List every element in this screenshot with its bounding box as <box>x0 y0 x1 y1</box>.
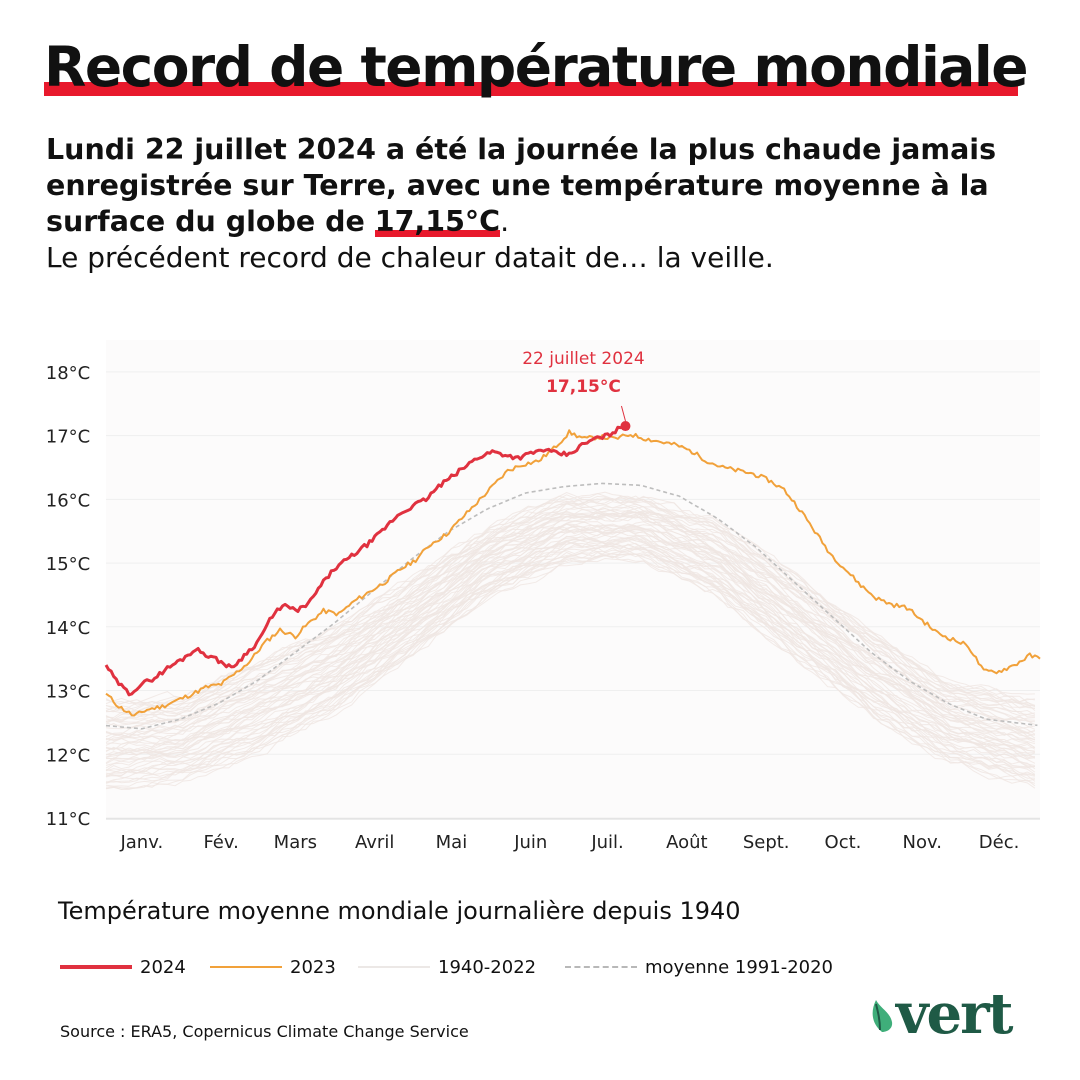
legend-swatch-2024 <box>60 965 132 969</box>
historical-series-line <box>105 501 1035 716</box>
historical-series-line <box>105 510 1035 720</box>
y-tick-label: 16°C <box>46 490 90 511</box>
historical-series-line <box>105 542 1036 776</box>
y-tick-label: 18°C <box>46 363 90 384</box>
intro-bold-text: Lundi 22 juillet 2024 a été la journée l… <box>46 133 997 238</box>
historical-series-line <box>105 552 1036 784</box>
legend-label-historical: 1940-2022 <box>438 956 537 978</box>
y-tick-label: 11°C <box>46 809 90 830</box>
legend-swatch-2023 <box>210 966 282 968</box>
x-tick-label: Déc. <box>979 832 1020 853</box>
historical-series-line <box>105 495 1035 706</box>
legend-item-mean: moyenne 1991-2020 <box>565 952 833 982</box>
temperature-chart: 11°C 12°C 13°C 14°C 15°C 16°C 17°C 18°C Janv. Fév… <box>46 340 1041 853</box>
y-tick-label: 14°C <box>46 618 90 639</box>
historical-series-line <box>105 546 1035 779</box>
title-underline <box>44 82 1018 96</box>
x-tick-label: Mars <box>274 832 317 853</box>
x-tick-label: Mai <box>436 832 468 853</box>
page-title: Record de température mondiale <box>44 35 1029 99</box>
intro-text: Lundi 22 juillet 2024 a été la journée l… <box>46 132 1046 276</box>
legend-item-2023: 2023 <box>210 952 336 982</box>
legend-item-2024: 2024 <box>60 952 186 982</box>
historical-series-line <box>105 534 1035 760</box>
historical-series-line <box>105 523 1036 751</box>
x-tick-label: Nov. <box>903 832 942 853</box>
intro-period: . <box>500 205 510 238</box>
chart-legend: 2024 2023 1940-2022 moyenne 1991-2020 <box>60 952 960 982</box>
logo-wordmark: vert <box>896 981 1014 1047</box>
historical-series-line <box>105 507 1035 723</box>
historical-series-line <box>105 557 1036 790</box>
historical-series-line <box>105 547 1036 783</box>
series-2023-line <box>105 429 1041 717</box>
plot-background <box>106 340 1040 818</box>
source-note: Source : ERA5, Copernicus Climate Change… <box>60 1022 469 1041</box>
annotation-leader <box>620 405 626 422</box>
record-value-highlight: 17,15°C <box>374 205 501 238</box>
legend-swatch-historical <box>358 966 430 968</box>
annotation-value-label: 17,15°C <box>546 377 621 397</box>
historical-series-line <box>105 523 1036 743</box>
x-tick-label: Juil. <box>590 832 623 853</box>
historical-series-line <box>105 546 1036 780</box>
legend-item-historical: 1940-2022 <box>358 952 536 982</box>
x-tick-label: Sept. <box>743 832 790 853</box>
historical-series-line <box>105 535 1036 759</box>
historical-series-line <box>105 491 1035 705</box>
historical-series-line <box>105 550 1036 784</box>
historical-series-line <box>105 521 1035 745</box>
series-2024-line <box>104 424 627 697</box>
x-tick-label: Janv. <box>119 832 163 853</box>
historical-series-line <box>105 506 1035 723</box>
historical-series-line <box>105 505 1035 720</box>
legend-swatch-mean <box>565 966 637 968</box>
title-block: Record de température mondiale <box>44 34 1034 104</box>
historical-series-line <box>105 530 1036 758</box>
legend-label-2024: 2024 <box>140 956 186 978</box>
leaf-icon <box>872 1000 893 1032</box>
legend-label-2023: 2023 <box>290 956 336 978</box>
x-tick-label: Fév. <box>203 832 238 853</box>
x-tick-label: Oct. <box>825 832 862 853</box>
historical-series-line <box>105 537 1035 764</box>
vert-logo: vert <box>868 981 1014 1047</box>
y-tick-label: 15°C <box>46 554 90 575</box>
y-tick-label: 12°C <box>46 745 90 766</box>
y-tick-label: 13°C <box>46 682 90 703</box>
y-tick-label: 17°C <box>46 427 90 448</box>
x-tick-label: Août <box>666 832 707 853</box>
annotation-date-label: 22 juillet 2024 <box>522 349 645 369</box>
intro-subtitle: Le précédent record de chaleur datait de… <box>46 241 774 274</box>
legend-title: Température moyenne mondiale journalière… <box>58 897 741 925</box>
x-tick-label: Avril <box>355 832 394 853</box>
record-point <box>620 421 631 432</box>
historical-series-line <box>105 492 1036 708</box>
legend-label-mean: moyenne 1991-2020 <box>645 956 833 978</box>
historical-series-line <box>105 542 1035 774</box>
historical-series-line <box>105 551 1035 778</box>
x-tick-label: Juin <box>513 832 547 853</box>
